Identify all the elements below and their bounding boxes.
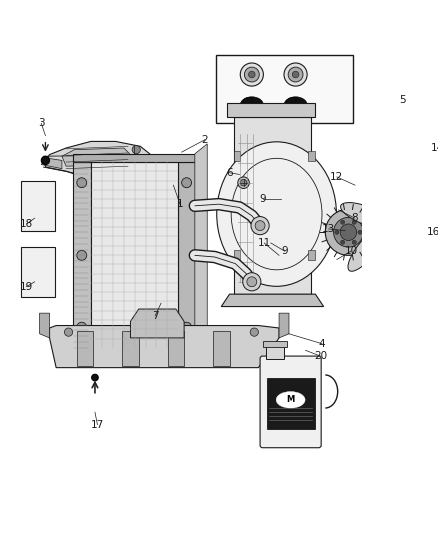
Circle shape xyxy=(240,63,263,86)
Bar xyxy=(77,332,93,366)
Ellipse shape xyxy=(240,97,263,114)
Circle shape xyxy=(341,240,345,244)
Ellipse shape xyxy=(284,97,307,114)
Circle shape xyxy=(341,220,345,224)
Circle shape xyxy=(288,67,303,82)
Text: 2: 2 xyxy=(201,135,208,145)
Text: 8: 8 xyxy=(352,213,358,223)
Bar xyxy=(266,345,284,359)
Polygon shape xyxy=(227,103,315,117)
Bar xyxy=(233,251,240,260)
Ellipse shape xyxy=(276,392,305,408)
Text: 10: 10 xyxy=(344,246,357,256)
Ellipse shape xyxy=(348,226,386,271)
Bar xyxy=(21,181,55,231)
Bar xyxy=(21,247,55,297)
Ellipse shape xyxy=(243,98,252,104)
Circle shape xyxy=(92,374,98,381)
Text: 20: 20 xyxy=(314,351,327,361)
Polygon shape xyxy=(195,144,207,354)
Circle shape xyxy=(238,177,249,189)
Bar xyxy=(73,346,195,354)
Circle shape xyxy=(385,227,395,237)
Bar xyxy=(308,151,314,161)
Ellipse shape xyxy=(381,235,416,283)
Text: 9: 9 xyxy=(259,194,266,204)
Text: 16: 16 xyxy=(427,227,438,237)
Polygon shape xyxy=(73,162,91,348)
Circle shape xyxy=(41,156,49,165)
Text: 7: 7 xyxy=(152,311,159,321)
Circle shape xyxy=(250,328,258,336)
Bar xyxy=(262,341,287,347)
Circle shape xyxy=(132,146,140,154)
Circle shape xyxy=(182,177,191,188)
FancyBboxPatch shape xyxy=(260,356,321,448)
Text: 17: 17 xyxy=(91,419,104,430)
Bar xyxy=(122,332,139,366)
Circle shape xyxy=(77,251,87,260)
Bar xyxy=(213,332,230,366)
Text: 1: 1 xyxy=(177,199,183,209)
Bar xyxy=(168,332,184,366)
Circle shape xyxy=(335,230,339,235)
Circle shape xyxy=(244,67,259,82)
Polygon shape xyxy=(131,309,184,338)
Polygon shape xyxy=(178,162,195,348)
Text: 9: 9 xyxy=(282,246,288,256)
Ellipse shape xyxy=(389,177,408,233)
Bar xyxy=(73,154,195,162)
Polygon shape xyxy=(279,313,289,338)
Ellipse shape xyxy=(341,203,393,229)
Circle shape xyxy=(247,277,257,287)
Circle shape xyxy=(240,180,247,186)
Text: 6: 6 xyxy=(226,168,233,178)
Polygon shape xyxy=(233,117,311,294)
Bar xyxy=(91,162,178,348)
Text: 19: 19 xyxy=(20,282,33,292)
Text: 14: 14 xyxy=(431,143,438,153)
Circle shape xyxy=(417,228,425,236)
Circle shape xyxy=(334,217,363,247)
Text: 5: 5 xyxy=(399,95,406,105)
Bar xyxy=(267,378,314,429)
Bar xyxy=(308,251,314,260)
Circle shape xyxy=(248,71,255,78)
Ellipse shape xyxy=(217,142,336,286)
Polygon shape xyxy=(221,294,324,306)
Text: 13: 13 xyxy=(322,224,335,234)
Circle shape xyxy=(358,230,362,235)
Bar xyxy=(233,151,240,161)
Text: 12: 12 xyxy=(330,172,343,182)
Circle shape xyxy=(284,63,307,86)
Circle shape xyxy=(251,216,269,235)
Circle shape xyxy=(352,220,356,224)
Polygon shape xyxy=(41,158,62,168)
Circle shape xyxy=(77,177,87,188)
Circle shape xyxy=(255,221,265,231)
Circle shape xyxy=(325,209,371,255)
Ellipse shape xyxy=(286,98,296,104)
Polygon shape xyxy=(46,141,153,177)
Circle shape xyxy=(352,240,356,244)
Polygon shape xyxy=(39,313,49,338)
Text: 18: 18 xyxy=(20,219,33,229)
Circle shape xyxy=(292,71,299,78)
Text: 11: 11 xyxy=(258,238,271,248)
Circle shape xyxy=(380,222,399,242)
Ellipse shape xyxy=(391,221,438,244)
Circle shape xyxy=(77,322,87,332)
Polygon shape xyxy=(49,326,279,368)
Polygon shape xyxy=(62,148,132,166)
Bar xyxy=(216,55,353,123)
Circle shape xyxy=(182,322,191,332)
Circle shape xyxy=(243,273,261,291)
Text: 4: 4 xyxy=(319,338,325,349)
Circle shape xyxy=(64,328,73,336)
Text: 3: 3 xyxy=(38,118,45,128)
Circle shape xyxy=(340,224,357,240)
Text: M: M xyxy=(286,395,295,405)
